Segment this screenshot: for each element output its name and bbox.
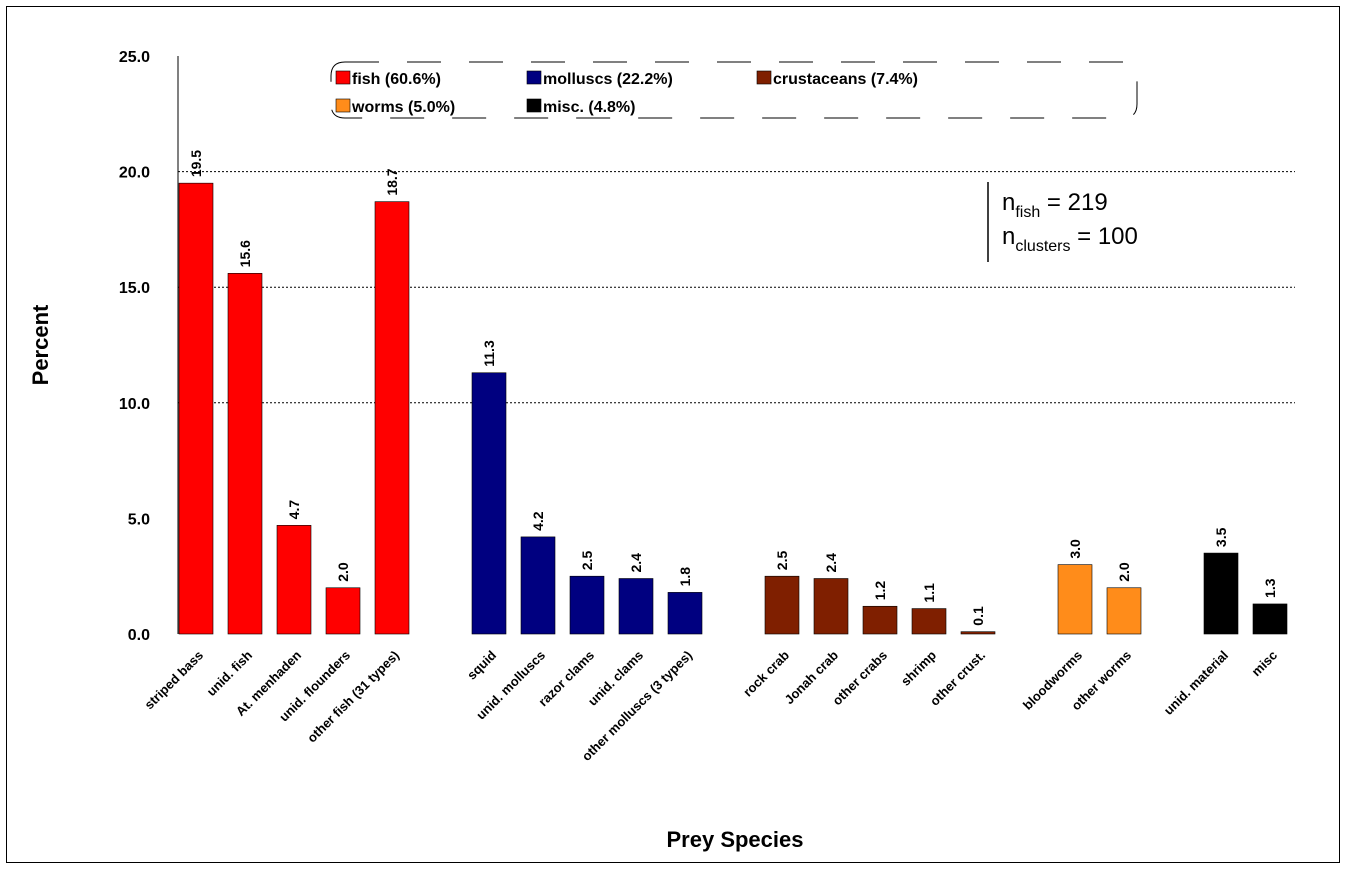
legend: fish (60.6%) molluscs (22.2%) crustaceans … — [330, 61, 1138, 119]
bar — [813, 578, 849, 635]
y-tick-label: 15.0 — [119, 280, 150, 297]
bar — [471, 372, 507, 635]
data-label: 4.7 — [286, 500, 302, 520]
data-label: 3.5 — [1213, 527, 1229, 547]
legend-item: worms (5.0%) — [351, 99, 455, 116]
bar — [1057, 564, 1093, 635]
legend-item: crustaceans (7.4%) — [773, 71, 918, 88]
y-tick-label: 5.0 — [128, 511, 150, 528]
bar — [667, 592, 703, 635]
category-label: other fish (31 types) — [304, 648, 402, 746]
legend-item: fish (60.6%) — [352, 71, 441, 88]
legend-item: misc. (4.8%) — [543, 99, 635, 116]
bar — [520, 536, 556, 635]
y-axis: 0.0 5.0 10.0 15.0 20.0 25.0 — [119, 49, 179, 644]
data-label: 1.2 — [872, 581, 888, 601]
data-label: 11.3 — [481, 340, 497, 367]
bar — [764, 575, 800, 635]
bar — [1106, 587, 1142, 635]
data-label: 2.5 — [579, 551, 595, 571]
bar — [325, 587, 361, 635]
legend-item: molluscs (22.2%) — [543, 71, 673, 88]
bar — [276, 525, 312, 635]
data-label: 0.1 — [970, 606, 986, 626]
category-label: unid. material — [1161, 648, 1231, 718]
bar — [1252, 603, 1288, 635]
data-label: 19.5 — [188, 150, 204, 177]
data-label: 2.0 — [1116, 562, 1132, 582]
bar — [569, 575, 605, 635]
bar — [960, 631, 996, 635]
data-label: 15.6 — [237, 240, 253, 267]
n-fish-label: nfish = 219 — [1002, 189, 1108, 221]
data-labels: 19.5 15.6 4.7 2.0 18.7 11.3 4.2 2.5 2.4 1.8 2.5 2.4… — [188, 150, 1278, 626]
data-label: 3.0 — [1067, 539, 1083, 559]
bar — [374, 201, 410, 635]
data-label: 1.8 — [677, 567, 693, 587]
data-label: 2.5 — [774, 551, 790, 571]
bars — [178, 182, 1288, 635]
category-label: striped bass — [141, 648, 206, 713]
gridlines — [178, 171, 1295, 404]
data-label: 1.1 — [921, 583, 937, 603]
bar — [862, 605, 898, 635]
category-label: misc — [1249, 648, 1281, 680]
data-label: 1.3 — [1262, 578, 1278, 598]
bar — [178, 182, 214, 635]
y-tick-label: 20.0 — [119, 165, 150, 182]
legend-frame — [330, 61, 1138, 119]
data-label: 2.4 — [628, 553, 644, 573]
x-axis-title: Prey Species — [667, 827, 804, 852]
data-label: 2.0 — [335, 562, 351, 582]
bar — [911, 608, 947, 635]
category-label: squid — [464, 647, 499, 682]
legend-swatch — [335, 98, 351, 113]
sample-size-annotation: nfish = 219 nclusters = 100 — [987, 182, 1138, 262]
legend-swatch — [526, 98, 542, 113]
category-label: rock crab — [740, 647, 792, 699]
legend-swatch — [756, 70, 772, 85]
data-label: 18.7 — [384, 168, 400, 195]
bar — [1203, 552, 1239, 635]
category-label: shrimp — [898, 647, 939, 688]
y-tick-label: 25.0 — [119, 49, 150, 66]
y-axis-title: Percent — [28, 304, 53, 385]
y-tick-label: 0.0 — [128, 627, 150, 644]
bar — [227, 273, 263, 635]
y-tick-label: 10.0 — [119, 396, 150, 413]
legend-swatch — [526, 70, 542, 85]
legend-swatch — [335, 70, 351, 85]
bar — [618, 578, 654, 635]
category-label: unid. fish — [204, 647, 255, 698]
data-label: 4.2 — [530, 511, 546, 531]
n-clusters-label: nclusters = 100 — [1002, 223, 1138, 255]
data-label: 2.4 — [823, 553, 839, 573]
